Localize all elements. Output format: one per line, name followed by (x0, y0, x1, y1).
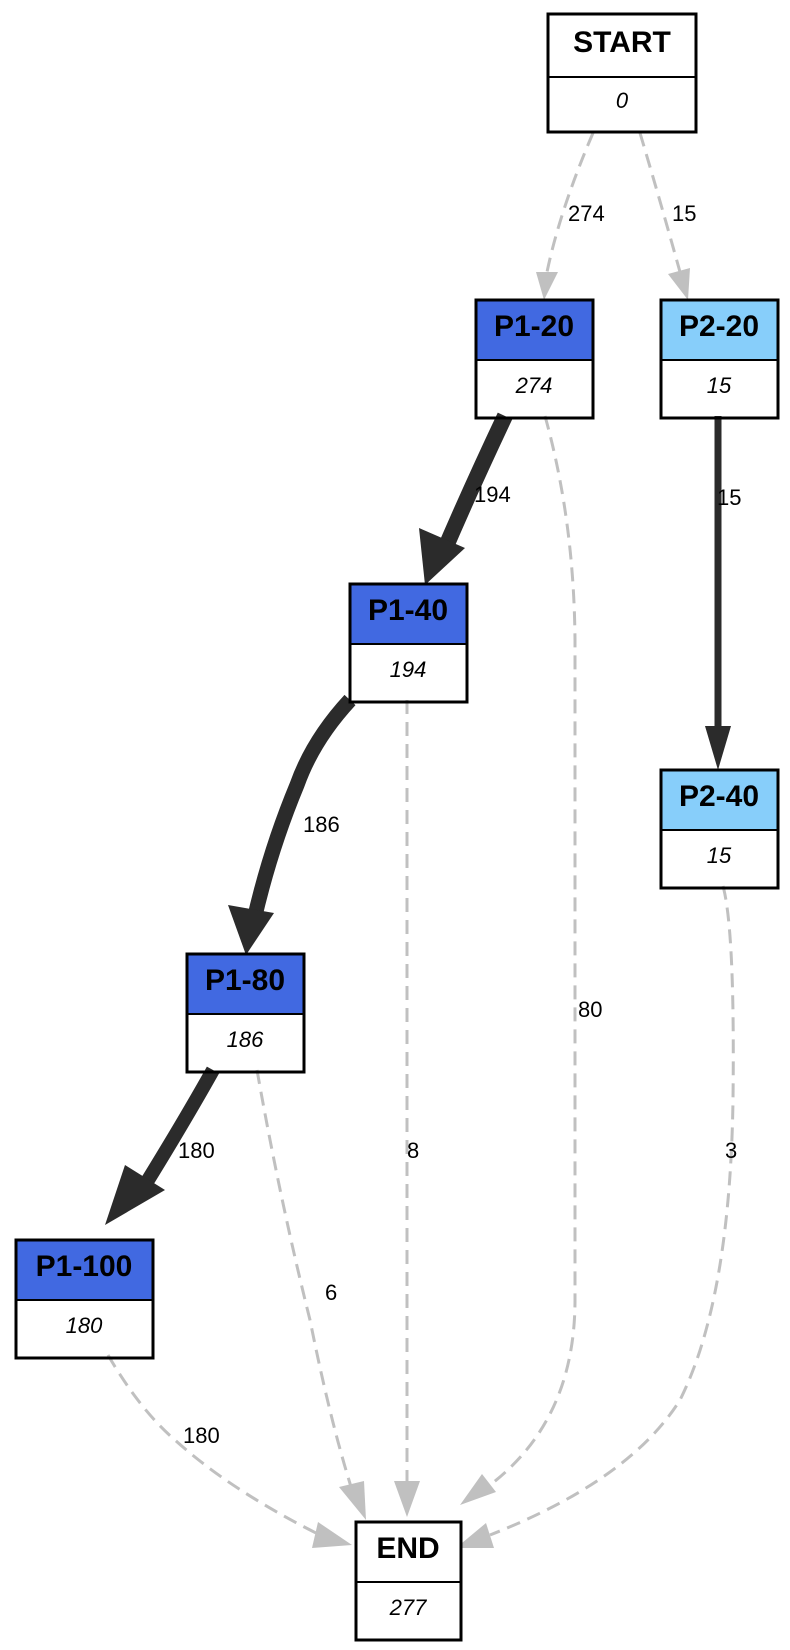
edge-label: 6 (325, 1280, 337, 1305)
node-title: P2-40 (679, 780, 759, 813)
node-value: 15 (707, 843, 732, 868)
node-value: 274 (515, 373, 553, 398)
edge-label: 15 (717, 485, 741, 510)
node-p2-20[interactable]: P2-20 15 (659, 298, 780, 420)
node-p1-100[interactable]: P1-100 180 (14, 1238, 155, 1360)
node-p2-40[interactable]: P2-40 15 (659, 768, 780, 890)
edge-label: 15 (672, 201, 696, 226)
node-p1-20[interactable]: P1-20 274 (474, 298, 595, 420)
node-end[interactable]: END 277 (354, 1520, 463, 1642)
node-title: P1-80 (205, 964, 285, 997)
node-title: START (573, 26, 671, 59)
node-value: 194 (390, 657, 427, 682)
node-title: P2-20 (679, 310, 759, 343)
node-start[interactable]: START 0 (546, 12, 698, 134)
edge-p1-20-to-end: 80 (460, 415, 602, 1505)
node-value: 15 (707, 373, 732, 398)
node-title: END (376, 1532, 439, 1565)
edge-p1-80-to-end: 6 (255, 1069, 366, 1520)
node-value: 277 (389, 1595, 427, 1620)
edge-p2-40-to-end: 3 (456, 885, 737, 1548)
edge-p2-20-to-p2-40: 15 (705, 416, 741, 770)
edge-label: 8 (407, 1138, 419, 1163)
edge-p1-80-to-p1-100: 180 (105, 1066, 220, 1225)
node-value: 186 (227, 1027, 264, 1052)
edge-start-to-p2-20: 15 (638, 132, 696, 300)
node-value: 180 (66, 1313, 103, 1338)
node-value: 0 (616, 88, 629, 113)
node-title: P1-20 (494, 310, 574, 343)
edge-label: 186 (303, 812, 340, 837)
edge-label: 194 (474, 482, 511, 507)
edge-p1-40-to-p1-80: 186 (228, 694, 356, 955)
node-p1-80[interactable]: P1-80 186 (185, 952, 306, 1074)
edge-p1-40-to-end: 8 (394, 700, 420, 1517)
edge-label: 180 (178, 1138, 215, 1163)
nodes: START 0 P1-20 274 P2-20 15 P1-40 194 (14, 12, 780, 1642)
edges: 274 15 194 80 15 186 (105, 132, 741, 1548)
edge-start-to-p1-20: 274 (536, 132, 605, 300)
edge-label: 3 (725, 1138, 737, 1163)
edge-label: 274 (568, 201, 605, 226)
edge-p1-20-to-p1-40: 194 (419, 412, 513, 585)
edge-p1-100-to-end: 180 (106, 1354, 352, 1548)
edge-label: 80 (578, 997, 602, 1022)
node-p1-40[interactable]: P1-40 194 (348, 582, 469, 704)
node-title: P1-40 (368, 594, 448, 627)
node-title: P1-100 (36, 1250, 133, 1283)
edge-label: 180 (183, 1423, 220, 1448)
